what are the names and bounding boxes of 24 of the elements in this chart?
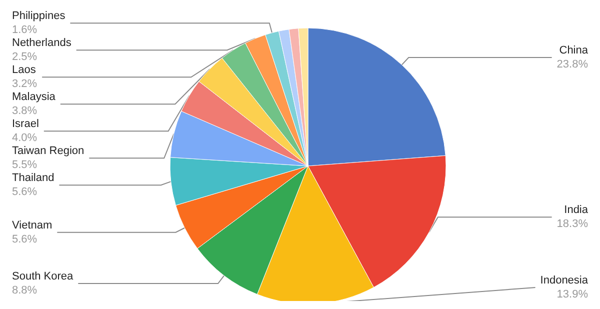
slice-label: India [564,204,589,216]
data-label: 3.2% [12,78,38,90]
data-label: 18.3% [556,218,588,230]
slice-label: Vietnam [12,219,52,232]
slice-label: Indonesia [540,274,589,286]
slice-label: Malaysia [12,91,56,104]
slice-label: South Korea [12,270,74,283]
slice-label: Thailand [12,172,54,184]
slice-label: Taiwan Region [12,145,84,158]
data-label: 13.9% [556,288,588,300]
slice-label: China [559,44,589,56]
data-label: 5.6% [12,233,38,246]
data-label: 2.5% [12,51,38,64]
slice-label: Laos [12,64,36,76]
slice-label: Netherlands [12,37,72,50]
data-label: 3.8% [12,105,38,118]
data-label: 1.6% [12,24,38,36]
data-label: 8.8% [12,284,38,297]
slice-label: Israel [12,118,39,130]
data-label: 23.8% [556,58,588,70]
slice-label: Philippines [12,10,66,22]
data-label: 5.6% [12,186,38,198]
data-label: 5.5% [12,159,38,172]
data-label: 4.0% [12,132,38,144]
